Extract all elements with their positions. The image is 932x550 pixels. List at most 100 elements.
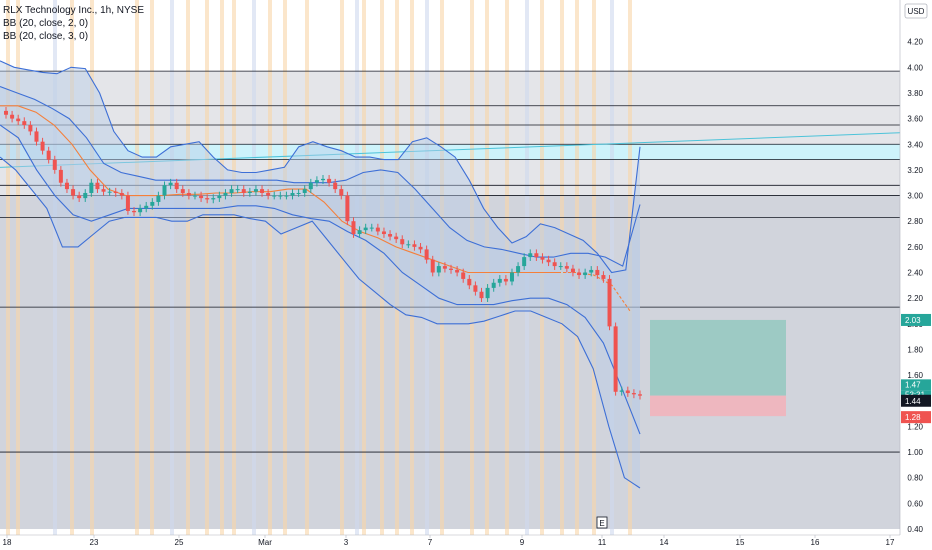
candle-body[interactable] (442, 266, 447, 269)
candle-body[interactable] (10, 114, 15, 119)
candle-body[interactable] (607, 278, 612, 327)
candle-body[interactable] (589, 269, 594, 273)
candle-body[interactable] (369, 227, 374, 229)
candle-body[interactable] (601, 275, 606, 279)
candle-body[interactable] (491, 282, 496, 288)
candle-body[interactable] (381, 231, 386, 235)
candle-body[interactable] (40, 141, 45, 151)
candle-body[interactable] (394, 236, 399, 240)
candle-body[interactable] (217, 195, 222, 199)
candle-body[interactable] (509, 272, 514, 282)
candle-body[interactable] (247, 191, 252, 193)
candle-body[interactable] (22, 121, 27, 126)
candle-body[interactable] (327, 178, 332, 183)
bb-outer-upper-line[interactable] (0, 60, 641, 274)
candle-body[interactable] (449, 268, 454, 270)
candle-body[interactable] (235, 189, 240, 191)
candle-body[interactable] (534, 253, 539, 258)
candle-body[interactable] (375, 227, 380, 232)
candle-body[interactable] (138, 208, 143, 213)
earnings-marker[interactable] (596, 516, 608, 529)
bb-inner-lower-line[interactable] (0, 124, 641, 435)
candle-body[interactable] (223, 192, 228, 196)
candle-body[interactable] (564, 266, 569, 269)
candle-body[interactable] (522, 257, 527, 267)
candle-body[interactable] (272, 195, 277, 197)
candle-body[interactable] (321, 178, 325, 181)
candle-body[interactable] (436, 266, 441, 273)
candle-body[interactable] (58, 169, 63, 183)
candle-body[interactable] (113, 191, 118, 193)
candle-body[interactable] (631, 393, 636, 395)
candle-body[interactable] (144, 205, 149, 209)
currency-badge[interactable] (904, 3, 928, 19)
candle-body[interactable] (577, 272, 582, 276)
candle-body[interactable] (546, 259, 551, 263)
candle-body[interactable] (95, 182, 100, 190)
price-label-tag[interactable] (901, 379, 931, 391)
candle-body[interactable] (156, 195, 161, 202)
candle-body[interactable] (260, 189, 265, 193)
candle-body[interactable] (4, 110, 8, 115)
candle-body[interactable] (570, 268, 575, 273)
candle-body[interactable] (345, 195, 350, 222)
trend-line[interactable] (0, 132, 901, 168)
candle-body[interactable] (406, 244, 411, 246)
candle-body[interactable] (558, 266, 563, 268)
candle-body[interactable] (412, 244, 417, 247)
target-zone[interactable] (650, 319, 786, 396)
candle-body[interactable] (540, 257, 545, 260)
candle-body[interactable] (186, 192, 191, 196)
candle-body[interactable] (418, 246, 423, 250)
candle-body[interactable] (241, 189, 246, 193)
candle-body[interactable] (28, 125, 33, 132)
candle-body[interactable] (284, 195, 289, 197)
candle-body[interactable] (339, 189, 344, 196)
candle-body[interactable] (461, 272, 466, 279)
candle-body[interactable] (64, 182, 69, 190)
candle-body[interactable] (168, 182, 173, 186)
candle-body[interactable] (400, 239, 405, 245)
candle-body[interactable] (479, 291, 484, 299)
candle-body[interactable] (455, 269, 460, 273)
candle-body[interactable] (205, 198, 210, 200)
candle-body[interactable] (473, 285, 478, 292)
time-axis[interactable] (0, 535, 900, 550)
candle-body[interactable] (296, 192, 301, 194)
candle-body[interactable] (119, 192, 124, 196)
candle-body[interactable] (595, 269, 600, 276)
candle-body[interactable] (528, 253, 533, 258)
candle-body[interactable] (619, 390, 624, 392)
candle-body[interactable] (150, 201, 155, 206)
bb-indicator-2[interactable]: BB (20, close, 3, 0) (3, 31, 89, 42)
candle-body[interactable] (552, 262, 557, 267)
candle-body[interactable] (180, 189, 185, 193)
price-label-tag[interactable] (901, 394, 931, 407)
candle-body[interactable] (266, 192, 271, 196)
price-label-tag[interactable] (901, 411, 931, 424)
candle-body[interactable] (192, 195, 197, 197)
candle-body[interactable] (357, 230, 362, 235)
candle-body[interactable] (174, 182, 179, 190)
candle-body[interactable] (89, 182, 94, 193)
candle-body[interactable] (101, 189, 106, 192)
candle-body[interactable] (497, 278, 502, 283)
candle-body[interactable] (52, 159, 57, 170)
stop-zone[interactable] (650, 395, 786, 417)
candle-body[interactable] (71, 189, 76, 196)
candle-body[interactable] (583, 272, 588, 276)
candle-body[interactable] (503, 278, 508, 282)
candle-body[interactable] (229, 189, 234, 193)
candle-body[interactable] (333, 182, 338, 190)
candle-body[interactable] (424, 249, 429, 260)
candle-body[interactable] (253, 189, 258, 192)
bb-basis-line-projection[interactable] (558, 271, 631, 312)
candle-body[interactable] (34, 131, 39, 142)
candle-body[interactable] (290, 192, 295, 196)
candle-body[interactable] (638, 394, 642, 396)
candle-body[interactable] (77, 195, 82, 199)
bb-indicator-1[interactable]: BB (20, close, 2, 0) (3, 18, 89, 29)
candle-body[interactable] (388, 234, 393, 237)
bb-outer-lower-line[interactable] (0, 156, 641, 489)
candle-body[interactable] (199, 195, 204, 199)
